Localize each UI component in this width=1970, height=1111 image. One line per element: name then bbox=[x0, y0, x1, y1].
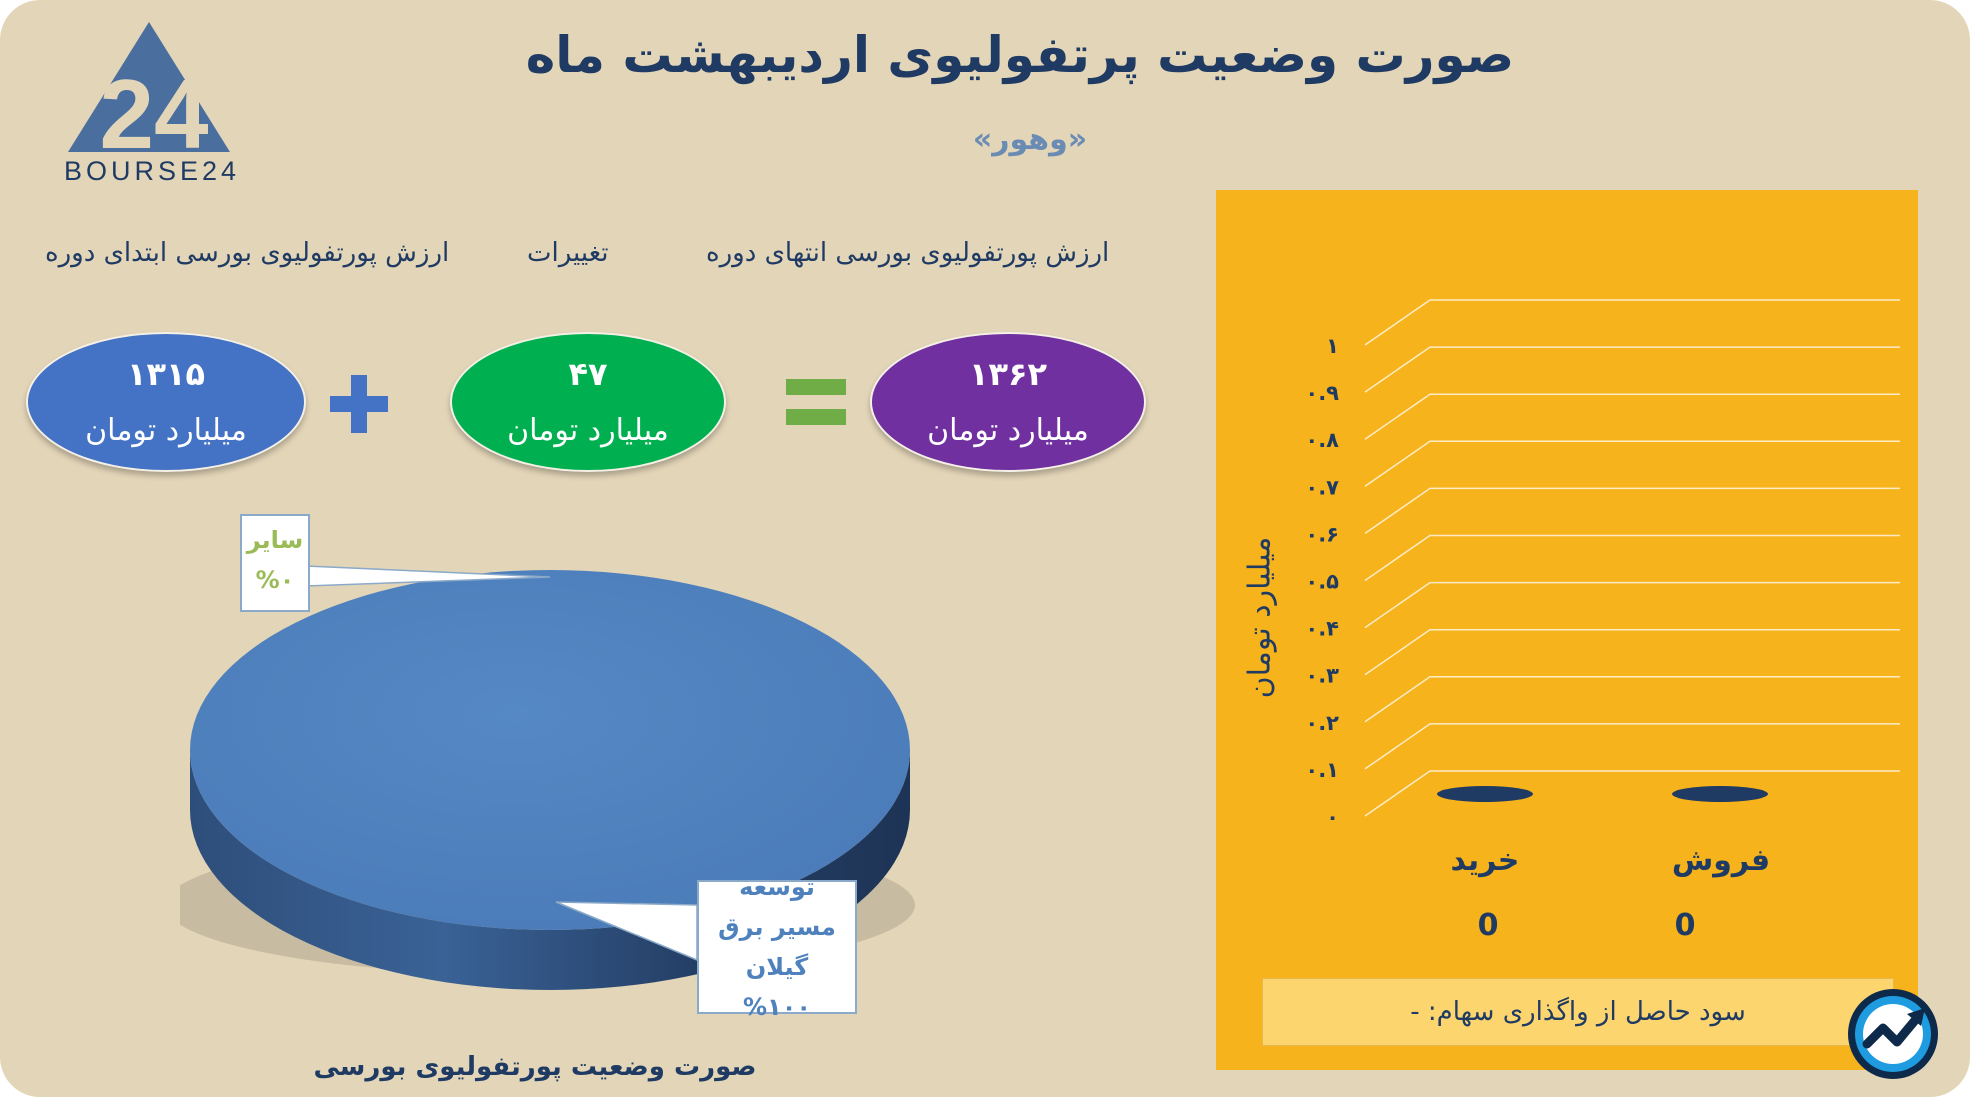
y-tick-label: ۰.۴ bbox=[1305, 617, 1339, 641]
gridline bbox=[1364, 299, 1900, 346]
y-tick-label: ۰.۳ bbox=[1305, 664, 1339, 688]
end-value-unit: میلیارد تومان bbox=[927, 413, 1089, 449]
change-value-oval: ۴۷ میلیارد تومان bbox=[450, 332, 726, 472]
change-label: تغییرات bbox=[527, 238, 609, 268]
gridline bbox=[1364, 440, 1900, 487]
end-value-oval: ۱۳۶۲ میلیارد تومان bbox=[870, 332, 1146, 472]
trend-up-icon bbox=[1845, 986, 1941, 1082]
page-subtitle: «وهور» bbox=[972, 122, 1088, 157]
plus-icon bbox=[328, 373, 390, 435]
change-value: ۴۷ bbox=[568, 354, 608, 393]
start-value-label: ارزش پورتفولیوی بورسی ابتدای دوره bbox=[45, 238, 450, 268]
gridline bbox=[1364, 676, 1900, 723]
y-tick-label: ۰.۱ bbox=[1305, 758, 1339, 782]
y-tick-label: ۰.۲ bbox=[1305, 711, 1339, 735]
gridline bbox=[1364, 534, 1900, 582]
category-label-sell: فروش bbox=[1671, 843, 1771, 878]
pie-label-main: توسعه مسیر برق گیلان %۱۰۰ bbox=[697, 873, 857, 1021]
y-tick-label: ۰.۸ bbox=[1305, 428, 1339, 452]
category-label-buy: خرید bbox=[1450, 843, 1520, 878]
y-tick-label: ۰.۷ bbox=[1305, 475, 1339, 499]
page-title: صورت وضعیت پرتفولیوی اردیبهشت ماه bbox=[525, 26, 1515, 84]
y-tick-label: ۰.۹ bbox=[1305, 381, 1339, 405]
gridline bbox=[1364, 393, 1900, 440]
y-tick-label: ۰.۶ bbox=[1305, 522, 1339, 546]
y-tick-label: ۰.۵ bbox=[1305, 570, 1339, 594]
bar-buy bbox=[1437, 786, 1533, 802]
pie-label-main-name: توسعه مسیر برق گیلان bbox=[718, 873, 836, 981]
pie-label-other-percent: %۰ bbox=[255, 566, 295, 594]
value-label-sell: 0 bbox=[1674, 908, 1696, 943]
pie-label-other-name: سایر bbox=[246, 526, 304, 554]
start-value: ۱۳۱۵ bbox=[126, 354, 206, 393]
end-value: ۱۳۶۲ bbox=[968, 354, 1048, 393]
end-value-label: ارزش پورتفولیوی بورسی انتهای دوره bbox=[706, 238, 1110, 268]
equals-icon bbox=[786, 377, 846, 429]
bourse24-logo: 24 BOURSE24 bbox=[62, 20, 242, 190]
pie-label-main-percent: %۱۰۰ bbox=[743, 993, 811, 1021]
y-tick-label: ۰ bbox=[1326, 805, 1339, 829]
y-tick-label: ۱ bbox=[1326, 334, 1339, 358]
start-value-oval: ۱۳۱۵ میلیارد تومان bbox=[26, 332, 306, 472]
pie-slice-main bbox=[190, 570, 910, 930]
bar-sell bbox=[1672, 786, 1768, 802]
logo-text: BOURSE24 bbox=[64, 156, 241, 186]
logo-mark: 24 bbox=[99, 59, 208, 169]
gridline bbox=[1364, 346, 1900, 393]
pie-chart-title: صورت وضعیت پورتفولیوی بورسی bbox=[313, 1052, 757, 1082]
stock-sale-profit-box: سود حاصل از واگذاری سهام: - bbox=[1262, 978, 1894, 1046]
bar-chart-ylabel: میلیارد تومان bbox=[1242, 536, 1278, 699]
pie-label-other: سایر %۰ bbox=[240, 514, 310, 612]
gridline bbox=[1364, 628, 1900, 676]
gridline bbox=[1364, 581, 1900, 629]
gridline bbox=[1364, 487, 1900, 535]
start-value-unit: میلیارد تومان bbox=[85, 413, 247, 449]
gridline bbox=[1364, 770, 1900, 817]
value-label-buy: 0 bbox=[1477, 908, 1499, 943]
gridline bbox=[1364, 723, 1900, 770]
change-value-unit: میلیارد تومان bbox=[507, 413, 669, 449]
